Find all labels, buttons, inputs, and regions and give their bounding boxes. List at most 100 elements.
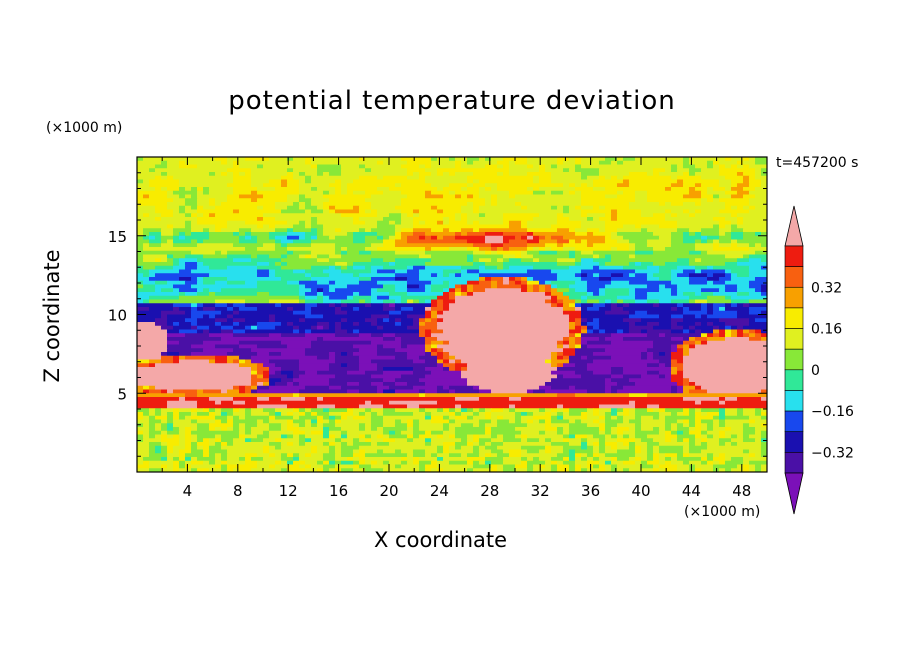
contour-cell <box>761 423 767 428</box>
contour-cell <box>623 175 672 181</box>
contour-cell <box>557 367 588 372</box>
contour-cell <box>395 333 420 338</box>
contour-cell <box>731 277 756 282</box>
contour-cell <box>449 190 456 196</box>
contour-cell <box>161 217 198 222</box>
contour-cell <box>299 183 330 188</box>
contour-cell <box>209 213 216 218</box>
contour-cell <box>161 213 174 218</box>
contour-cell <box>665 209 672 214</box>
contour-cell <box>659 303 678 308</box>
contour-cell <box>419 378 468 383</box>
contour-cell <box>701 385 767 391</box>
contour-cell <box>371 205 396 211</box>
contour-cell <box>281 333 306 338</box>
contour-cell <box>671 457 678 462</box>
contour-cell <box>575 299 582 304</box>
contour-cell <box>257 265 282 271</box>
contour-cell <box>749 265 762 271</box>
colorbar-box <box>784 369 804 391</box>
contour-cell <box>173 322 180 327</box>
contour-cell <box>167 434 174 439</box>
contour-cell <box>149 183 180 188</box>
contour-cell <box>383 333 396 338</box>
contour-cell <box>431 314 438 319</box>
contour-cell <box>605 303 612 308</box>
contour-cell <box>569 168 576 173</box>
contour-cell <box>725 295 732 301</box>
contour-cell <box>275 217 312 222</box>
contour-cell <box>533 464 540 469</box>
contour-cell <box>227 318 234 323</box>
contour-cell <box>551 295 558 301</box>
contour-cell <box>479 423 486 428</box>
contour-cell <box>215 438 222 443</box>
contour-cell <box>521 412 528 417</box>
contour-cell <box>425 194 444 199</box>
contour-cell <box>365 460 372 466</box>
contour-cell <box>293 393 300 398</box>
contour-cell <box>293 434 300 439</box>
contour-cell <box>203 314 210 319</box>
contour-cell <box>443 385 450 391</box>
contour-cell <box>197 292 210 297</box>
contour-cell <box>671 232 684 237</box>
contour-cell <box>425 232 456 237</box>
contour-cell <box>569 209 582 214</box>
contour-cell <box>473 179 480 184</box>
contour-cell <box>407 325 420 331</box>
contour-cell <box>653 172 660 177</box>
contour-cell <box>761 415 767 421</box>
colorbar-box <box>784 286 804 309</box>
contour-cell <box>749 453 756 458</box>
contour-cell <box>167 202 186 207</box>
contour-cell <box>623 367 672 372</box>
contour-cell <box>665 262 690 267</box>
contour-cell <box>743 205 750 211</box>
contour-cell <box>365 438 372 443</box>
contour-cell <box>695 209 702 214</box>
contour-cell <box>635 449 642 454</box>
contour-cell <box>419 325 438 331</box>
contour-cell <box>341 427 360 432</box>
contour-cell <box>761 258 767 263</box>
contour-cell <box>401 318 414 323</box>
contour-cell <box>443 292 450 297</box>
contour-cell <box>383 389 396 394</box>
contour-cell <box>341 183 348 188</box>
contour-cell <box>347 232 354 237</box>
contour-cell <box>683 449 690 454</box>
contour-cell <box>713 243 720 248</box>
contour-cell <box>305 202 312 207</box>
contour-cell <box>185 232 192 237</box>
contour-cell <box>353 352 378 357</box>
contour-cell <box>311 254 318 259</box>
contour-cell <box>659 460 666 466</box>
contour-cell <box>371 400 390 406</box>
contour-cell <box>191 269 258 274</box>
contour-cell <box>683 160 690 166</box>
contour-cell <box>563 438 570 443</box>
contour-cell <box>749 175 756 181</box>
contour-cell <box>437 434 444 439</box>
contour-cell <box>617 157 624 162</box>
contour-cell <box>485 445 498 451</box>
contour-cell <box>731 220 738 226</box>
contour-cell <box>533 179 540 184</box>
contour-cell <box>197 198 210 203</box>
contour-cell <box>593 329 600 334</box>
contour-cell <box>401 337 426 342</box>
contour-cell <box>233 359 240 364</box>
contour-cell <box>629 325 654 331</box>
contour-cell <box>719 168 756 173</box>
contour-cell <box>467 258 474 263</box>
contour-cell <box>311 160 378 166</box>
contour-cell <box>191 277 198 282</box>
contour-cell <box>581 453 588 458</box>
contour-cell <box>623 434 630 439</box>
contour-cell <box>695 468 702 472</box>
contour-cell <box>365 239 384 244</box>
contour-cell <box>755 205 767 211</box>
contour-cell <box>719 220 732 226</box>
contour-cell <box>707 314 738 319</box>
